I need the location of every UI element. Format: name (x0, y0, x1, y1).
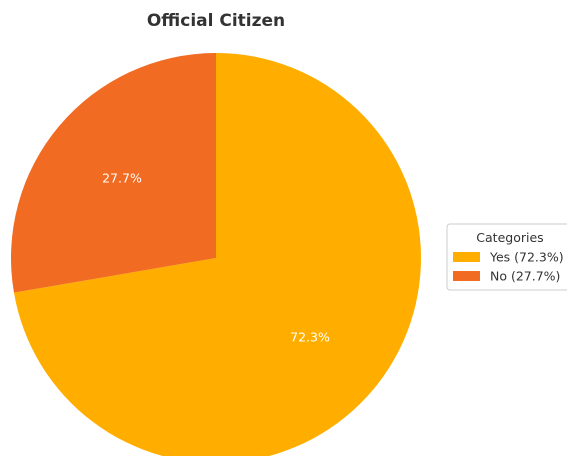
pie-slices (10, 53, 421, 456)
legend-swatch-no (453, 271, 480, 281)
legend-title: Categories (476, 230, 543, 245)
legend-label-no: No (27.7%) (490, 269, 560, 284)
legend-swatch-yes (453, 252, 480, 262)
legend-entries: Yes (72.3%) No (27.7%) (453, 250, 564, 284)
legend: Categories Yes (72.3%) No (27.7%) (446, 223, 567, 291)
pie-slice-no (10, 53, 217, 293)
chart-title: Official Citizen (147, 11, 285, 31)
legend-label-yes: Yes (72.3%) (489, 250, 564, 265)
slice-label-no: 27.7% (102, 171, 142, 186)
pie-slice-yes (13, 53, 421, 456)
pie-slice-labels: 72.3% 27.7% (102, 171, 330, 345)
slice-label-yes: 72.3% (290, 329, 330, 344)
